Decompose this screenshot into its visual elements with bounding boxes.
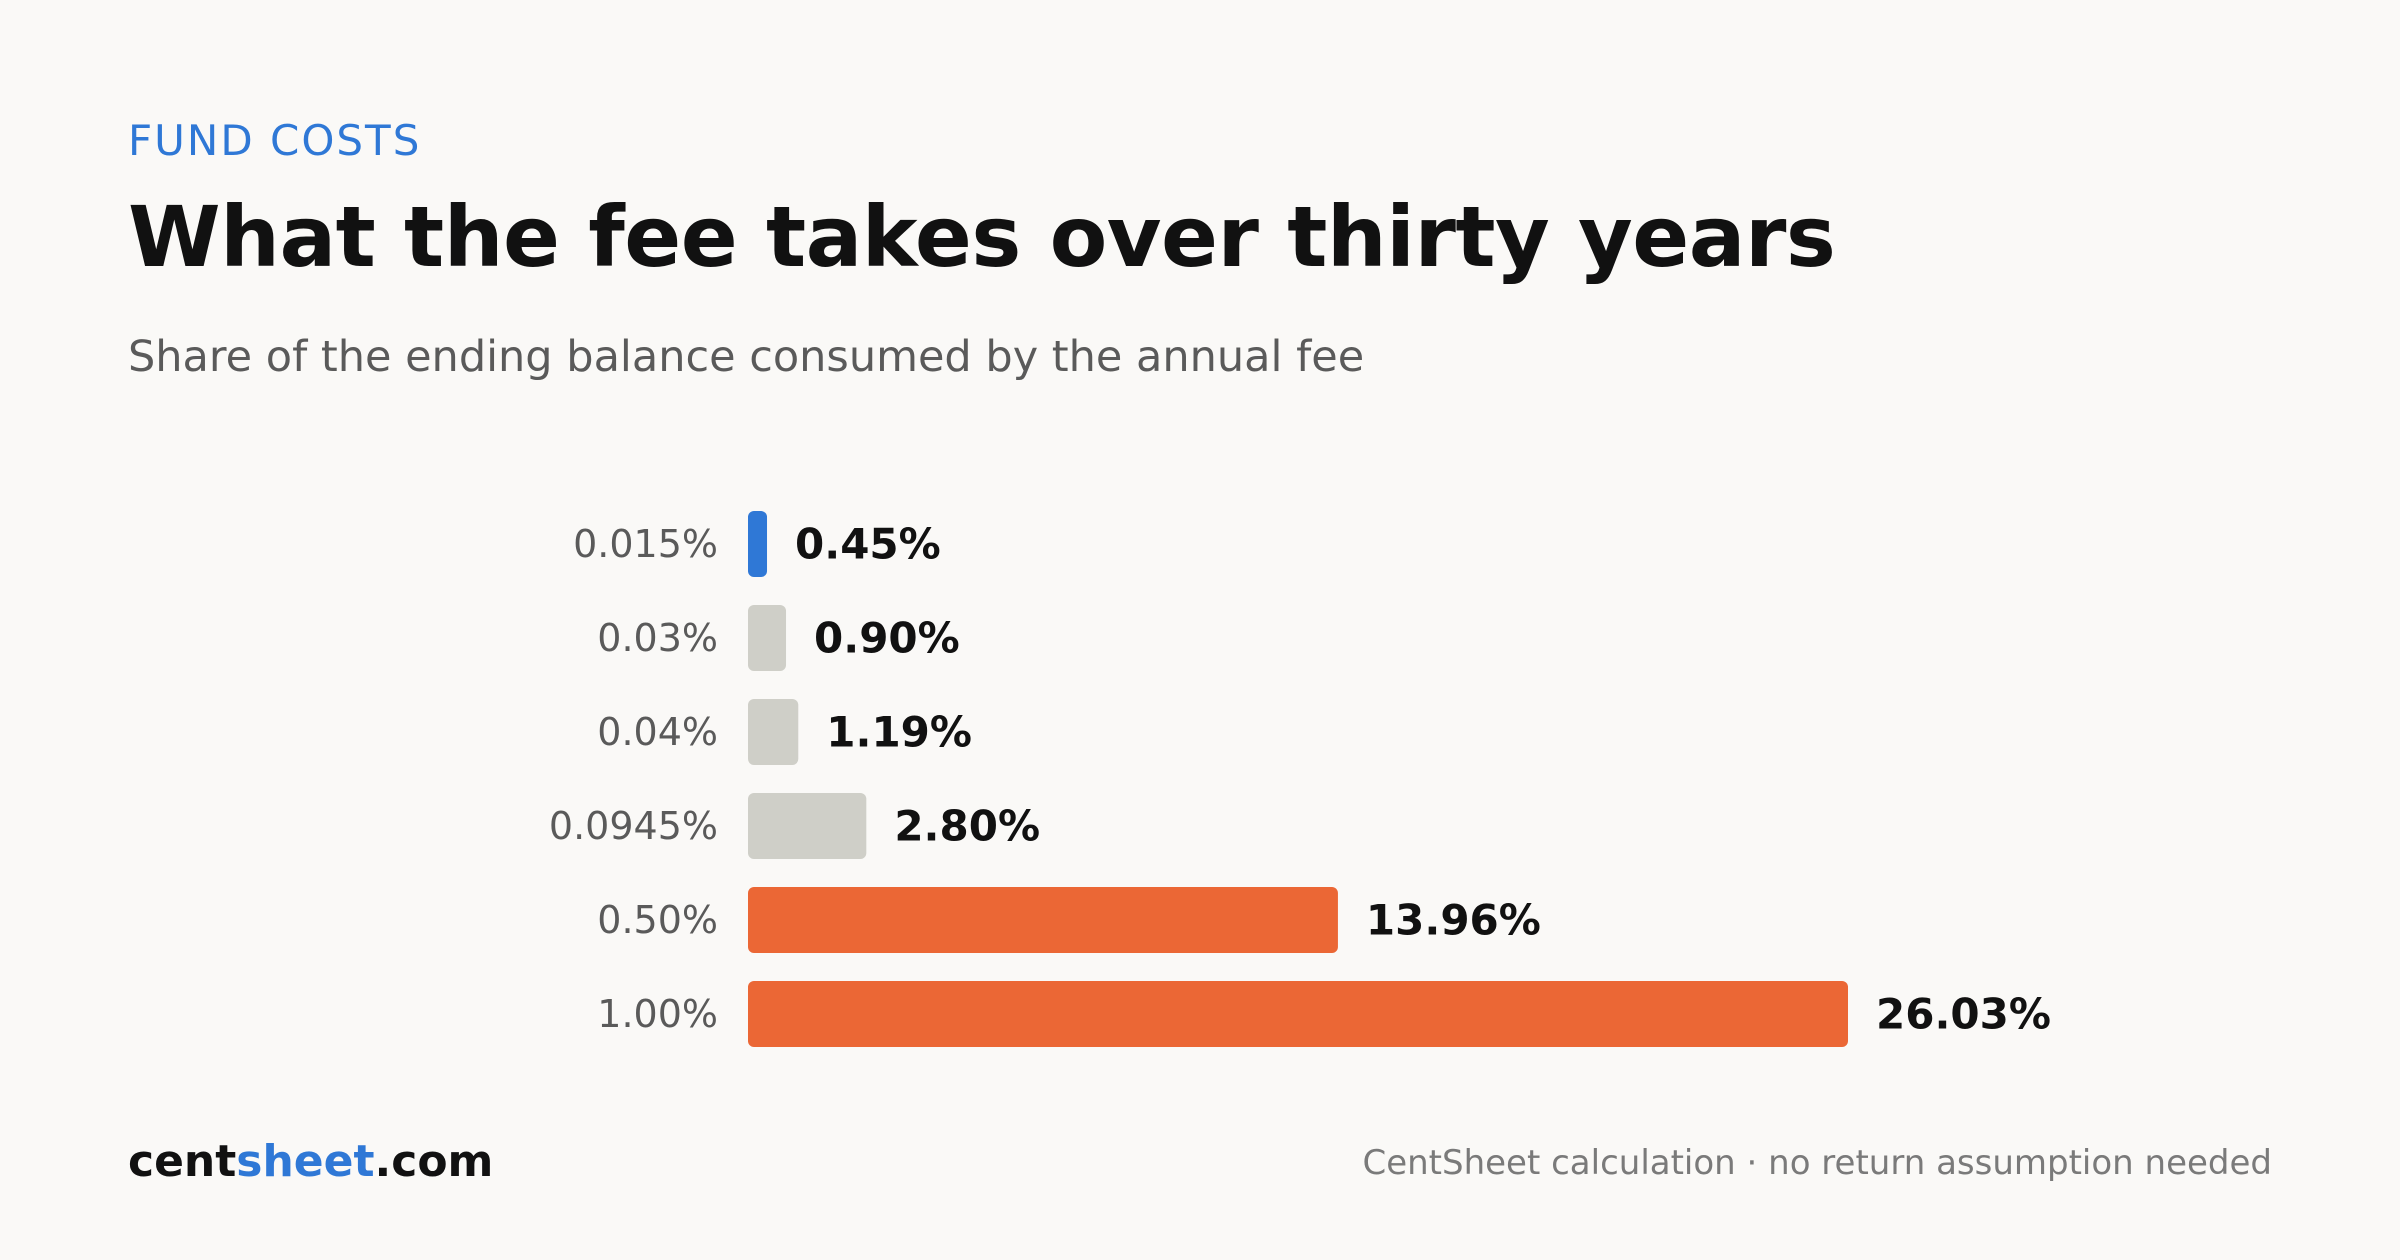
bar <box>748 793 867 859</box>
bar <box>748 511 768 577</box>
chart-title: What the fee takes over thirty years <box>128 188 1836 286</box>
value-label: 0.90% <box>814 614 960 663</box>
bar <box>748 887 1338 953</box>
source-note: CentSheet calculation · no return assump… <box>1362 1143 2272 1183</box>
category-label: 0.015% <box>573 522 718 566</box>
value-label: 1.19% <box>826 708 972 757</box>
brand-suffix: .com <box>374 1136 494 1187</box>
bar <box>748 981 1848 1047</box>
brand-prefix: cent <box>128 1136 237 1187</box>
bar <box>748 699 799 765</box>
bar-chart: 0.015% 0.45% 0.03% 0.90% 0.04% 1.19% 0.0945% 2.… <box>549 511 2051 1047</box>
value-label: 13.96% <box>1366 896 1541 945</box>
value-label: 0.45% <box>795 520 941 569</box>
category-label: 0.04% <box>597 710 718 754</box>
bar <box>748 605 787 671</box>
category-label: 0.03% <box>597 616 718 660</box>
brand-logo: centsheet.com <box>128 1132 493 1192</box>
chart-kicker: FUND COSTS <box>128 116 422 165</box>
category-label: 0.50% <box>597 898 718 942</box>
brand-accent: sheet <box>236 1136 375 1187</box>
chart-subtitle: Share of the ending balance consumed by … <box>128 332 1365 382</box>
category-label: 1.00% <box>597 992 718 1036</box>
category-label: 0.0945% <box>549 804 718 848</box>
value-label: 26.03% <box>1876 990 2051 1039</box>
value-label: 2.80% <box>894 802 1040 851</box>
